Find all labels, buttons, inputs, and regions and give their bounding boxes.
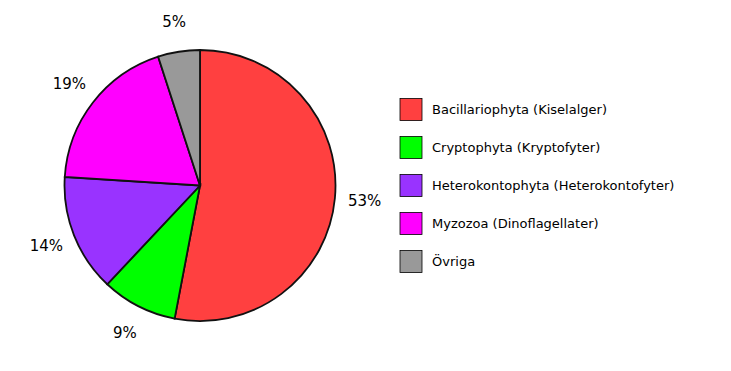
legend-swatch <box>400 99 422 121</box>
data-label: 53% <box>348 192 381 210</box>
legend-swatch <box>400 213 422 235</box>
legend-item: Heterokontophyta (Heterokontofyter) <box>400 175 674 197</box>
legend-label: Myzozoa (Dinoflagellater) <box>432 216 599 231</box>
legend-label: Heterokontophyta (Heterokontofyter) <box>432 178 674 193</box>
legend-swatch <box>400 137 422 159</box>
pie <box>64 50 335 321</box>
data-label: 5% <box>162 13 186 31</box>
legend-label: Bacillariophyta (Kiselalger) <box>432 102 607 117</box>
data-label: 19% <box>53 75 86 93</box>
chart: 53% 9% 14% 19% 5% Bacillariophyta (Kiselalger… <box>0 0 731 371</box>
legend-item: Bacillariophyta (Kiselalger) <box>400 99 607 121</box>
pie-slice <box>64 177 200 284</box>
legend-item: Cryptophyta (Kryptofyter) <box>400 137 600 159</box>
legend: Bacillariophyta (Kiselalger) Cryptophyta … <box>400 99 674 273</box>
data-label: 14% <box>30 237 63 255</box>
legend-item: Övriga <box>400 251 475 273</box>
data-label: 9% <box>113 324 137 342</box>
legend-swatch <box>400 251 422 273</box>
data-labels: 53% 9% 14% 19% 5% <box>30 13 382 342</box>
legend-label: Cryptophyta (Kryptofyter) <box>432 140 600 155</box>
legend-item: Myzozoa (Dinoflagellater) <box>400 213 599 235</box>
legend-swatch <box>400 175 422 197</box>
legend-label: Övriga <box>432 253 475 269</box>
pie-slice <box>158 50 200 186</box>
